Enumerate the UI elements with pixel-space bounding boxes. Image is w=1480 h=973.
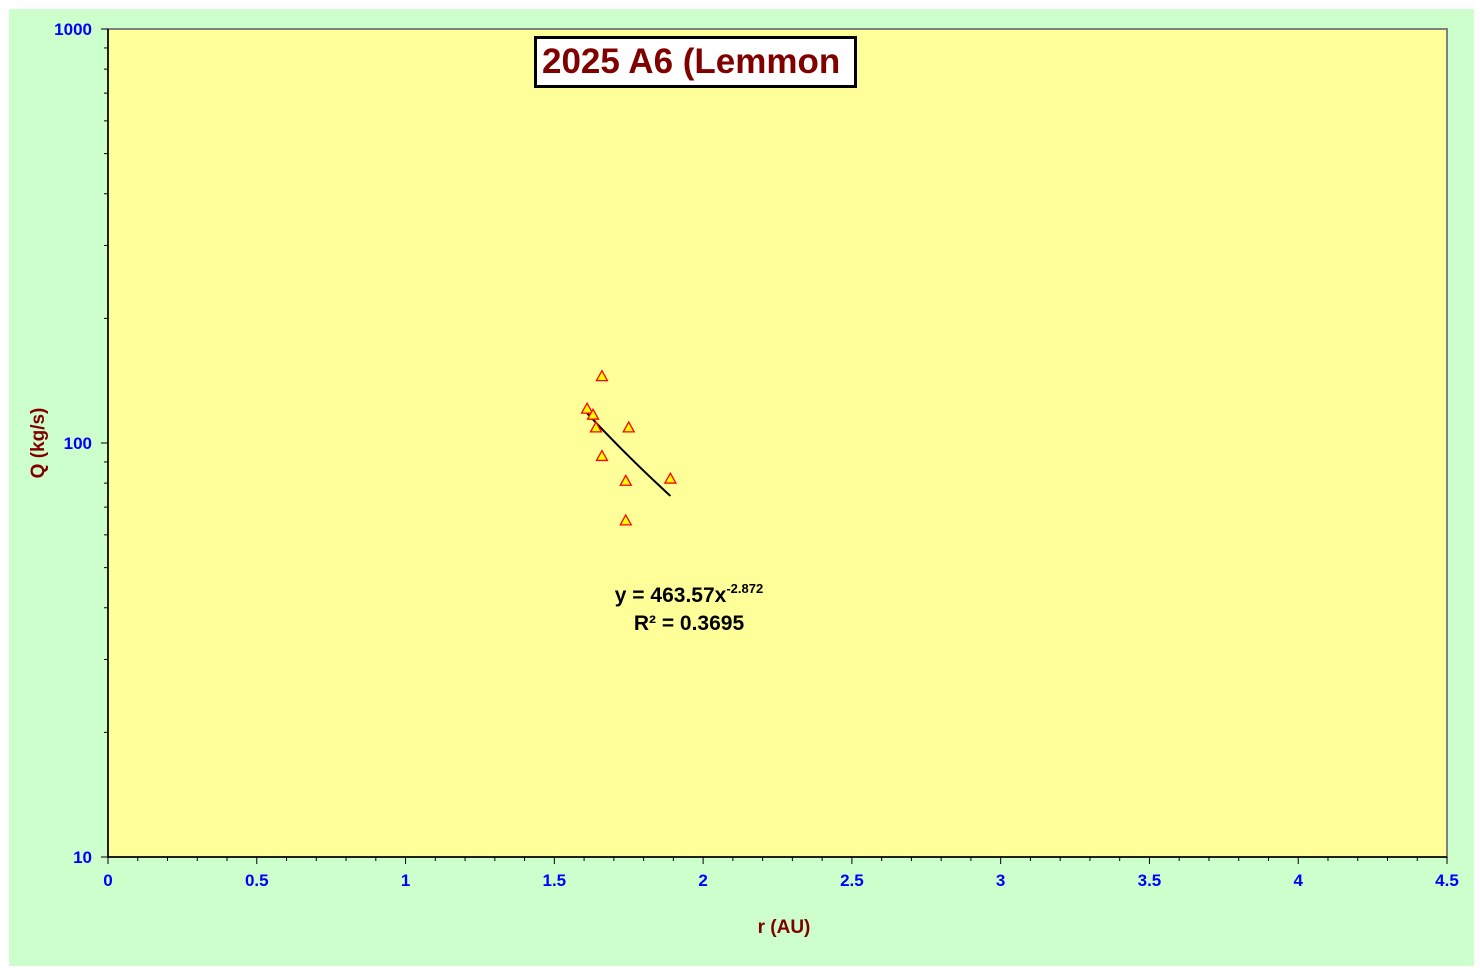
x-tick-label: 1 xyxy=(401,871,410,890)
plot-area xyxy=(107,28,1448,858)
y-tick-label: 1000 xyxy=(54,20,92,39)
data-point xyxy=(586,407,600,420)
data-point xyxy=(622,420,636,433)
chart-svg: 0 0.5 1 1.5 2 2.5 3 3.5 4 4.5 10 100 1000 r (AU) Q (… xyxy=(9,9,1474,966)
y-tick-label: 10 xyxy=(73,848,92,867)
data-point xyxy=(619,513,633,526)
x-tick-label: 0 xyxy=(103,871,112,890)
x-tick-label: 4.5 xyxy=(1435,871,1459,890)
trendline-equation: y = 463.57x-2.872 R² = 0.3695 xyxy=(579,575,799,638)
data-point xyxy=(595,449,609,462)
trendline-layer xyxy=(586,412,672,497)
x-tick-label: 3.5 xyxy=(1138,871,1162,890)
x-tick-label: 4 xyxy=(1293,871,1303,890)
x-tick-label: 0.5 xyxy=(245,871,269,890)
y-axis-title: Q (kg/s) xyxy=(28,408,49,479)
axis-ticks xyxy=(101,28,1448,864)
x-tick-label: 1.5 xyxy=(543,871,567,890)
x-tick-label: 3 xyxy=(996,871,1005,890)
data-point xyxy=(619,474,633,486)
x-axis-title: r (AU) xyxy=(758,917,811,938)
trendline-formula: y = 463.57x-2.872 xyxy=(579,575,799,610)
power-trendline xyxy=(586,412,672,497)
y-tick-label: 100 xyxy=(64,434,92,453)
x-tick-label: 2.5 xyxy=(840,871,864,890)
trendline-r-squared: R² = 0.3695 xyxy=(633,612,745,635)
chart-title-box: 2025 A6 (Lemmon xyxy=(534,36,857,88)
tick-labels: 0 0.5 1 1.5 2 2.5 3 3.5 4 4.5 10 100 1000 xyxy=(54,20,1459,890)
data-point xyxy=(580,401,594,414)
trendline-formula-base: y = 463.57x xyxy=(614,584,727,607)
chart-title: 2025 A6 (Lemmon xyxy=(542,42,841,81)
x-tick-label: 2 xyxy=(698,871,707,890)
trendline-formula-exponent: -2.872 xyxy=(726,581,764,596)
chart-area: 0 0.5 1 1.5 2 2.5 3 3.5 4 4.5 10 100 1000 r (AU) Q (… xyxy=(9,9,1474,966)
data-points xyxy=(580,369,677,526)
data-point xyxy=(663,471,677,484)
data-point xyxy=(589,420,603,433)
data-point xyxy=(595,369,609,382)
